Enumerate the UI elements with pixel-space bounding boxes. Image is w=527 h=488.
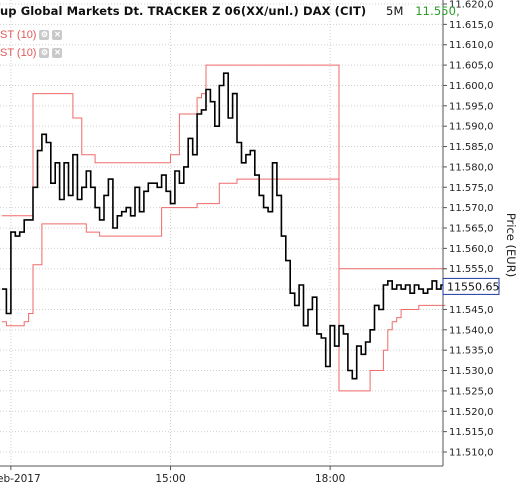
y-tick-label: 11.530,0 (449, 366, 494, 377)
instrument-title: up Global Markets Dt. TRACKER Z 06(XX/un… (0, 4, 367, 18)
y-tick-label: 11.535,0 (449, 346, 494, 357)
y-tick-label: 11.620,0 (449, 0, 494, 11)
y-tick-label: 11.565,0 (449, 224, 494, 235)
y-tick-label: 11.605,0 (449, 61, 494, 72)
timeframe-label[interactable]: 5M (386, 4, 404, 18)
y-tick-label: 11.525,0 (449, 386, 494, 397)
last-price-value: 11.550, (415, 4, 460, 18)
upper-band-line (2, 64, 446, 270)
y-tick-label: 11.515,0 (449, 427, 494, 438)
grid-lines (0, 0, 443, 466)
x-tick-label: 18:00 (315, 473, 345, 485)
x-tick-label: 7-Feb-2017 (0, 473, 41, 485)
svg-text:11550.65: 11550.65 (447, 280, 500, 293)
close-icon[interactable]: ✕ (52, 30, 63, 40)
y-tick-label: 11.595,0 (449, 101, 494, 112)
y-tick-label: 11.575,0 (449, 183, 494, 194)
supertrend-bands (2, 64, 446, 392)
y-tick-label: 11.560,0 (449, 244, 494, 255)
settings-icon[interactable]: ⚙ (39, 48, 50, 58)
y-axis-ticks: 11.510,0 11.515,0 11.520,0 11.525,0 11.530,0… (443, 0, 494, 459)
price-series (2, 72, 446, 380)
y-tick-label: 11.590,0 (449, 122, 494, 133)
y-tick-label: 11.520,0 (449, 407, 494, 418)
indicator-label: ST (10) (0, 47, 37, 59)
x-tick-label: 15:00 (155, 473, 185, 485)
indicator-legend-1: ST (10) ⚙ ✕ (0, 29, 63, 41)
price-line (2, 72, 446, 380)
y-tick-label: 11.610,0 (449, 40, 494, 51)
close-icon[interactable]: ✕ (52, 48, 63, 58)
y-tick-label: 11.600,0 (449, 81, 494, 92)
settings-icon[interactable]: ⚙ (39, 30, 50, 40)
y-axis-title: Price (EUR) (504, 213, 518, 277)
chart-header: up Global Markets Dt. TRACKER Z 06(XX/un… (0, 4, 460, 18)
x-axis-ticks: 7-Feb-2017 15:00 18:00 (0, 466, 345, 485)
y-tick-label: 11.555,0 (449, 264, 494, 275)
y-tick-label: 11.615,0 (449, 20, 494, 31)
y-tick-label: 11.585,0 (449, 142, 494, 153)
indicator-label: ST (10) (0, 29, 37, 41)
y-tick-label: 11.545,0 (449, 305, 494, 316)
y-tick-label: 11.580,0 (449, 162, 494, 173)
lower-band-line (2, 178, 446, 392)
indicator-legend-2: ST (10) ⚙ ✕ (0, 47, 63, 59)
current-price-marker: 11550.65 (442, 277, 500, 295)
y-tick-label: 11.510,0 (449, 448, 494, 459)
y-tick-label: 11.570,0 (449, 203, 494, 214)
y-tick-label: 11.540,0 (449, 325, 494, 336)
